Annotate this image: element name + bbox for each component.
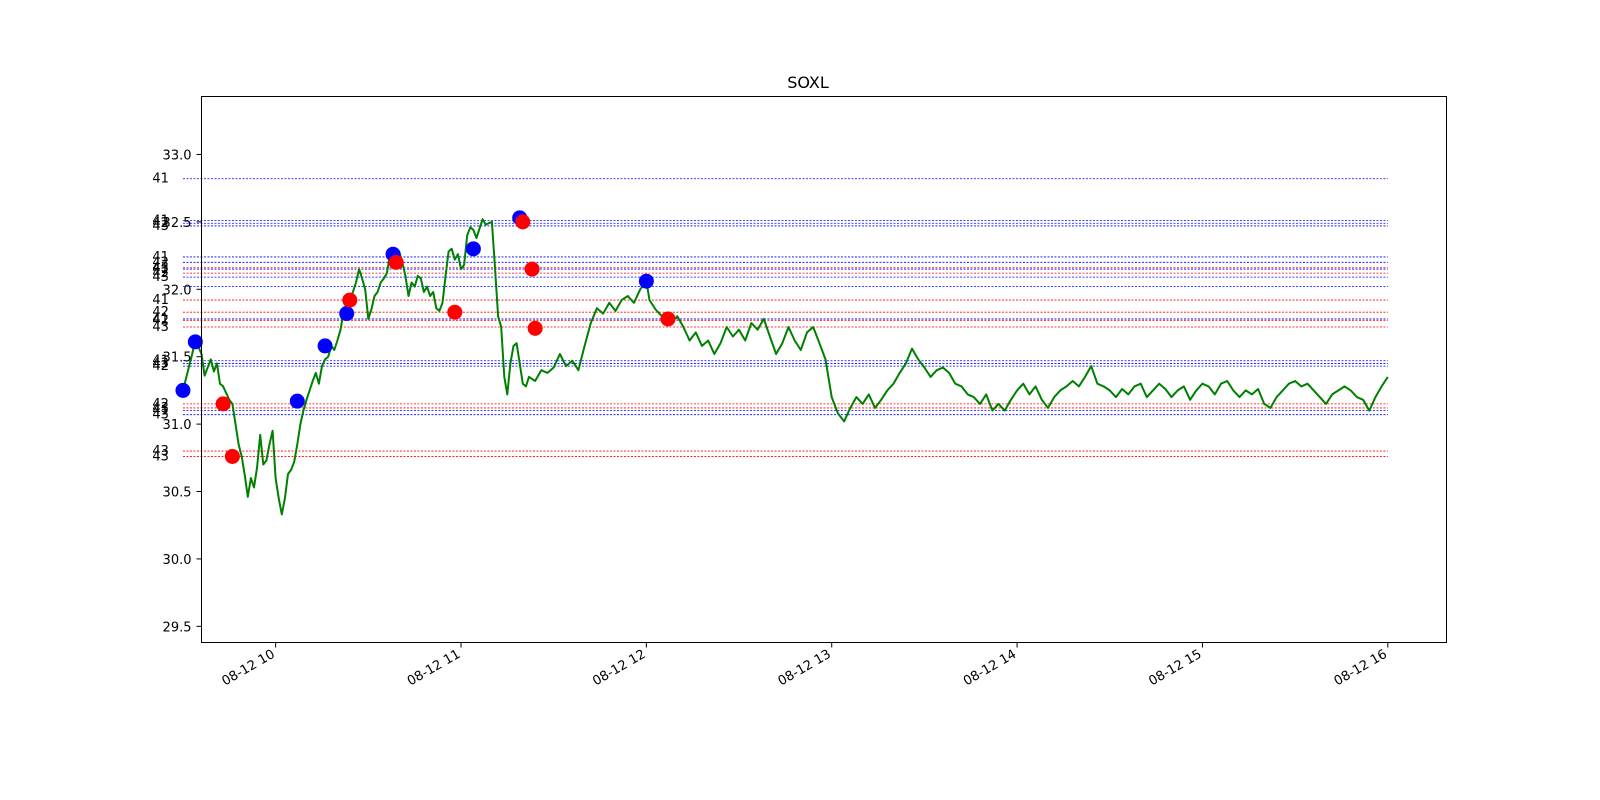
plot-frame xyxy=(201,96,1447,643)
level-label: 41 xyxy=(152,312,169,327)
sell-marker xyxy=(388,254,404,270)
sell-marker xyxy=(215,396,231,412)
level-label: 43 xyxy=(152,261,169,276)
level-label: 41 xyxy=(152,262,169,277)
sell-marker xyxy=(342,292,358,308)
y-tick-label: 29.5 xyxy=(163,620,192,635)
level-label: 42 xyxy=(152,216,169,231)
level-label: 42 xyxy=(152,266,169,281)
level-label: 43 xyxy=(152,444,169,459)
buy-marker xyxy=(638,273,654,289)
sell-marker xyxy=(524,261,540,277)
buy-marker xyxy=(465,241,481,257)
level-label: 43 xyxy=(152,356,169,371)
price-line-layer xyxy=(182,218,1389,516)
sell-marker xyxy=(527,320,543,336)
y-tick-label: 30.0 xyxy=(163,553,192,568)
price-line xyxy=(182,218,1389,516)
y-axis: 29.5 30.0 30.5 31.0 31.5 32.0 32.5 33.0 xyxy=(163,148,202,635)
level-label: 41 xyxy=(152,214,169,229)
level-label: 42 xyxy=(152,305,169,320)
level-label: 43 xyxy=(152,401,169,416)
signal-markers xyxy=(175,210,676,464)
sell-marker xyxy=(224,448,240,464)
level-label: 42 xyxy=(152,397,169,412)
y-tick-label: 33.0 xyxy=(163,148,192,163)
buy-marker xyxy=(289,393,305,409)
level-label: 42 xyxy=(152,359,169,374)
y-tick-label: 31.0 xyxy=(163,418,192,433)
y-tick-label: 32.0 xyxy=(163,283,192,298)
chart-title: SOXL xyxy=(787,73,829,92)
level-label: 43 xyxy=(152,449,169,464)
y-tick-label: 31.5 xyxy=(163,351,192,366)
level-label: 41 xyxy=(152,172,169,187)
y-tick-label: 30.5 xyxy=(163,486,192,501)
level-label: 41 xyxy=(152,293,169,308)
buy-marker xyxy=(317,338,333,354)
level-label: 43 xyxy=(152,320,169,335)
buy-marker xyxy=(339,306,355,322)
level-label: 43 xyxy=(152,219,169,234)
sell-marker xyxy=(660,311,676,327)
level-lines: 4141424341424341424341424142434143424243… xyxy=(152,172,1388,464)
level-label: 41 xyxy=(152,250,169,265)
level-label: 42 xyxy=(152,255,169,270)
level-label: 42 xyxy=(152,313,169,328)
sell-marker xyxy=(515,214,531,230)
level-label: 41 xyxy=(152,404,169,419)
level-label: 41 xyxy=(152,354,169,369)
level-label: 43 xyxy=(152,270,169,285)
buy-marker xyxy=(187,334,203,350)
level-label: 43 xyxy=(152,408,169,423)
buy-marker xyxy=(175,382,191,398)
y-tick-label: 32.5 xyxy=(163,216,192,231)
sell-marker xyxy=(447,304,463,320)
